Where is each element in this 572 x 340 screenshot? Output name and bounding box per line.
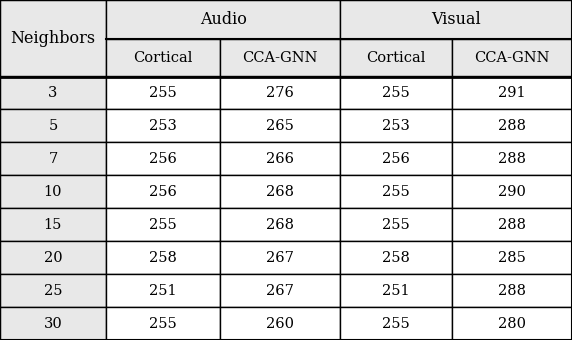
- Bar: [340, 39, 452, 76]
- Bar: [106, 208, 220, 241]
- Bar: [106, 109, 220, 142]
- Bar: [0, 307, 106, 340]
- Bar: [0, 208, 106, 241]
- Bar: [220, 307, 340, 340]
- Bar: [452, 142, 572, 175]
- Bar: [0, 0, 106, 76]
- Bar: [220, 175, 340, 208]
- Text: Visual: Visual: [431, 11, 481, 28]
- Bar: [452, 39, 572, 76]
- Bar: [220, 208, 340, 241]
- Bar: [340, 0, 572, 39]
- Text: 251: 251: [382, 284, 410, 298]
- Bar: [340, 307, 452, 340]
- Text: 288: 288: [498, 119, 526, 133]
- Bar: [0, 109, 106, 142]
- Text: 25: 25: [43, 284, 62, 298]
- Text: 265: 265: [267, 119, 294, 133]
- Bar: [452, 208, 572, 241]
- Text: 288: 288: [498, 152, 526, 166]
- Bar: [220, 274, 340, 307]
- Text: 288: 288: [498, 218, 526, 232]
- Bar: [0, 241, 106, 274]
- Text: 20: 20: [43, 251, 62, 265]
- Bar: [340, 208, 452, 241]
- Bar: [452, 109, 572, 142]
- Bar: [340, 109, 452, 142]
- Bar: [106, 307, 220, 340]
- Bar: [106, 0, 340, 39]
- Bar: [452, 274, 572, 307]
- Bar: [220, 142, 340, 175]
- Text: Cortical: Cortical: [133, 51, 193, 65]
- Text: 267: 267: [267, 251, 294, 265]
- Text: 5: 5: [48, 119, 58, 133]
- Bar: [106, 39, 220, 76]
- Bar: [0, 76, 106, 109]
- Text: 276: 276: [267, 86, 294, 100]
- Text: 256: 256: [149, 185, 177, 199]
- Bar: [340, 76, 452, 109]
- Text: CCA-GNN: CCA-GNN: [243, 51, 318, 65]
- Text: 255: 255: [382, 86, 410, 100]
- Bar: [340, 274, 452, 307]
- Bar: [106, 76, 220, 109]
- Bar: [452, 241, 572, 274]
- Text: 256: 256: [149, 152, 177, 166]
- Text: 255: 255: [149, 86, 177, 100]
- Text: 253: 253: [149, 119, 177, 133]
- Bar: [0, 175, 106, 208]
- Text: Audio: Audio: [200, 11, 247, 28]
- Bar: [106, 274, 220, 307]
- Text: 291: 291: [498, 86, 526, 100]
- Text: 258: 258: [382, 251, 410, 265]
- Text: 267: 267: [267, 284, 294, 298]
- Text: 260: 260: [267, 317, 294, 330]
- Bar: [106, 241, 220, 274]
- Text: 255: 255: [382, 185, 410, 199]
- Text: 15: 15: [43, 218, 62, 232]
- Text: 268: 268: [267, 185, 294, 199]
- Text: 256: 256: [382, 152, 410, 166]
- Text: 10: 10: [43, 185, 62, 199]
- Bar: [340, 241, 452, 274]
- Bar: [220, 76, 340, 109]
- Bar: [220, 39, 340, 76]
- Text: 255: 255: [382, 317, 410, 330]
- Text: 290: 290: [498, 185, 526, 199]
- Bar: [220, 241, 340, 274]
- Bar: [340, 142, 452, 175]
- Text: CCA-GNN: CCA-GNN: [474, 51, 550, 65]
- Text: 285: 285: [498, 251, 526, 265]
- Text: 255: 255: [382, 218, 410, 232]
- Text: Cortical: Cortical: [367, 51, 426, 65]
- Text: 266: 266: [267, 152, 294, 166]
- Bar: [452, 175, 572, 208]
- Text: Neighbors: Neighbors: [10, 30, 96, 47]
- Bar: [0, 274, 106, 307]
- Text: 251: 251: [149, 284, 177, 298]
- Text: 288: 288: [498, 284, 526, 298]
- Bar: [106, 142, 220, 175]
- Bar: [0, 142, 106, 175]
- Text: 255: 255: [149, 218, 177, 232]
- Text: 253: 253: [382, 119, 410, 133]
- Text: 7: 7: [48, 152, 58, 166]
- Text: 258: 258: [149, 251, 177, 265]
- Bar: [220, 109, 340, 142]
- Bar: [340, 175, 452, 208]
- Text: 280: 280: [498, 317, 526, 330]
- Bar: [452, 76, 572, 109]
- Text: 268: 268: [267, 218, 294, 232]
- Text: 255: 255: [149, 317, 177, 330]
- Bar: [452, 307, 572, 340]
- Text: 3: 3: [48, 86, 58, 100]
- Text: 30: 30: [43, 317, 62, 330]
- Bar: [106, 175, 220, 208]
